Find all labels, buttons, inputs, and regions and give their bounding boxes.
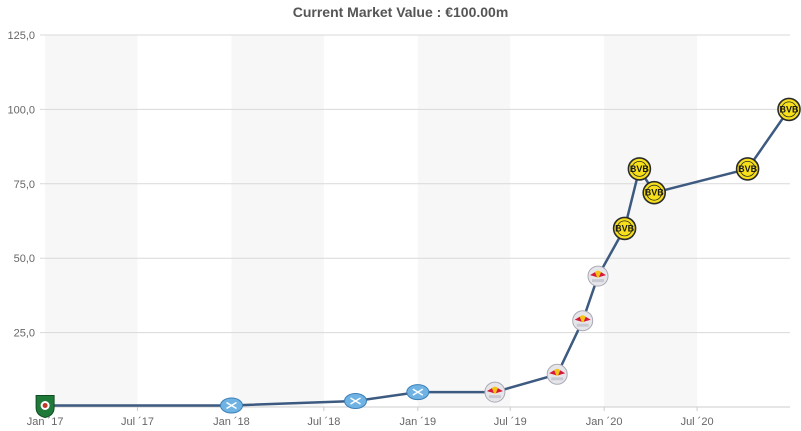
data-point-blue-club-crest-icon[interactable] [220,397,243,414]
data-points: BVB BVB BVB BVB BVB [35,97,801,419]
red-bull-right [599,272,606,278]
axis-labels: 25,0 50,0 75,0 100,0 125,0 Jan ´17 Jul ´17 Jan … [7,30,713,428]
bvb-crest-ring [631,160,648,177]
y-tick-label: 75,0 [14,179,35,191]
data-point-red-bull-crest-icon[interactable] [572,310,594,332]
x-tick-label: Jan ´20 [586,416,623,428]
data-point-red-bull-crest-icon[interactable] [484,381,506,403]
y-tick-label: 100,0 [7,104,35,116]
data-point-bvb-crest-icon[interactable]: BVB [612,216,637,241]
red-bull-right [558,370,566,376]
bvb-crest-ring [781,101,797,118]
blue-crest-mark [226,401,237,410]
x-tick-label: Jan ´17 [27,416,64,428]
data-point-red-bull-crest-icon[interactable] [546,363,568,385]
data-point-bvb-crest-icon[interactable]: BVB [735,157,760,181]
red-bull-band [551,377,564,381]
red-bull-left [549,370,557,376]
bvb-crest-mark: BVB [738,164,758,174]
bvb-crest-mark: BVB [615,223,635,233]
x-tick-label: Jan ´19 [399,416,436,428]
x-tick-label: Jul ´18 [307,416,340,428]
red-bull-band [576,323,589,327]
y-tick-label: 25,0 [14,328,35,340]
plot-band [417,35,511,407]
bvb-crest-ring [739,160,756,177]
red-bull-right [583,316,591,322]
y-tick-label: 125,0 [7,30,35,42]
plot-bands [45,35,698,407]
bvb-crest-mark: BVB [645,188,665,198]
gridlines [40,34,790,411]
plot-band [231,35,324,407]
red-bull-left [574,316,582,322]
red-bull-band [488,395,501,399]
data-point-bvb-crest-icon[interactable]: BVB [627,157,652,181]
red-bull-left [590,272,597,278]
data-point-red-bull-crest-icon[interactable] [587,265,609,287]
bvb-crest-ring [646,184,663,201]
red-bull-left [486,388,494,394]
data-point-bvb-crest-icon[interactable]: BVB [777,97,801,122]
chart-title: Current Market Value : €100.00m [292,4,509,20]
data-point-blue-club-crest-icon[interactable] [406,384,430,401]
x-tick-label: Jul ´17 [121,416,154,428]
x-tick-label: Jan ´18 [213,416,250,428]
bvb-crest-mark: BVB [630,164,650,174]
data-point-blue-club-crest-icon[interactable] [344,393,367,409]
green-crest-dot [42,403,48,408]
red-bull-band [592,279,604,283]
data-point-green-club-crest-icon[interactable] [35,395,55,419]
bvb-crest-ring [616,220,633,237]
bvb-crest-mark: BVB [779,104,799,114]
blue-crest-mark [412,388,424,396]
blue-crest-mark [350,397,361,405]
data-point-bvb-crest-icon[interactable]: BVB [642,180,667,205]
plot-band [45,35,138,407]
x-tick-label: Jul ´19 [494,416,527,428]
red-bull-right [495,388,503,394]
x-tick-label: Jul ´20 [681,416,714,428]
y-tick-label: 50,0 [14,253,35,265]
